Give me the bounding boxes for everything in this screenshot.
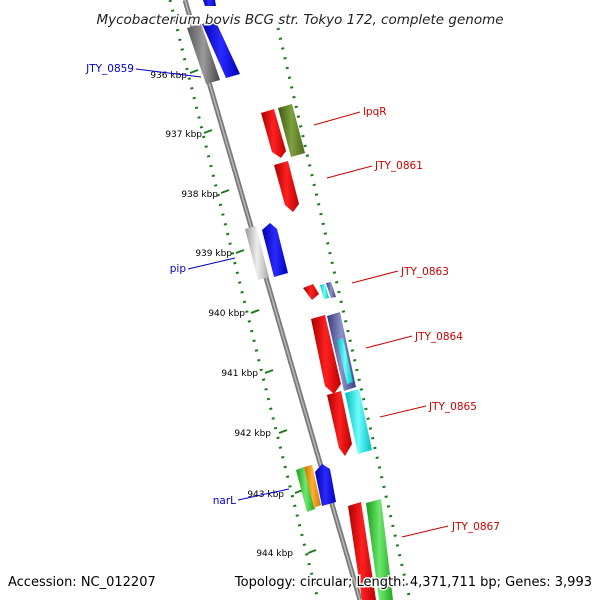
tick-mark bbox=[189, 69, 199, 74]
gene-arrow bbox=[311, 315, 341, 394]
gene-label-JTY_0859[interactable]: JTY_0859 bbox=[85, 63, 134, 75]
gene-JTY_0867[interactable] bbox=[348, 499, 393, 600]
tick-label-943: 943 kbp bbox=[247, 490, 284, 500]
tick-mark bbox=[235, 249, 245, 254]
tick-mark bbox=[264, 369, 274, 374]
tick-mark bbox=[203, 129, 213, 134]
gene-lpqR[interactable] bbox=[261, 104, 305, 158]
gene-JTY_0864[interactable] bbox=[311, 312, 356, 394]
callout-line bbox=[365, 335, 413, 349]
gene-pip[interactable] bbox=[245, 223, 288, 280]
tick-label-941: 941 kbp bbox=[221, 369, 258, 379]
gene-label-JTY_0865[interactable]: JTY_0865 bbox=[428, 401, 477, 413]
gene-block bbox=[345, 389, 372, 454]
tick-label-940: 940 kbp bbox=[208, 309, 245, 319]
callout-line bbox=[326, 165, 373, 179]
gene-block bbox=[348, 502, 376, 600]
gene-arrow bbox=[261, 109, 286, 158]
gene-block bbox=[278, 104, 305, 157]
gene-block bbox=[337, 338, 353, 384]
gene-label-callouts bbox=[135, 68, 449, 538]
callout-line bbox=[135, 68, 202, 78]
map-title: Mycobacterium bovis BCG str. Tokyo 172, … bbox=[96, 12, 503, 28]
gene-arrow bbox=[315, 464, 336, 506]
callout-line bbox=[379, 405, 427, 418]
forward-strand-guide bbox=[276, 27, 412, 600]
gene-label-JTY_0864[interactable]: JTY_0864 bbox=[414, 331, 463, 343]
gene-label-JTY_0867[interactable]: JTY_0867 bbox=[451, 521, 500, 533]
tick-label-942: 942 kbp bbox=[234, 429, 271, 439]
tick-mark bbox=[307, 549, 317, 554]
callout-line bbox=[351, 270, 399, 284]
callout-line bbox=[401, 525, 449, 538]
gene-block bbox=[203, 0, 216, 6]
gene-block bbox=[326, 282, 336, 298]
gene-block bbox=[202, 20, 240, 78]
gene-arrow bbox=[262, 223, 288, 277]
gene-label-JTY_0863[interactable]: JTY_0863 bbox=[400, 266, 449, 278]
gene-JTY_0859[interactable] bbox=[187, 0, 240, 84]
callout-line bbox=[187, 257, 236, 270]
tick-label-937: 937 kbp bbox=[165, 130, 202, 140]
tick-mark bbox=[278, 429, 288, 434]
gene-narL[interactable] bbox=[296, 464, 336, 512]
kbp-tick-labels: 936 kbp 937 kbp 938 kbp 939 kbp 940 kbp … bbox=[150, 71, 293, 559]
gene-labels: JTY_0859 lpqR JTY_0861 pip JTY_0863 JTY_… bbox=[85, 63, 500, 533]
tick-label-939: 939 kbp bbox=[195, 249, 232, 259]
gene-JTY_0865[interactable] bbox=[327, 389, 372, 456]
gene-arrow bbox=[245, 226, 269, 280]
gene-block bbox=[366, 499, 393, 600]
tick-mark bbox=[220, 189, 230, 194]
gene-arrow bbox=[274, 161, 299, 212]
tick-mark bbox=[250, 309, 260, 314]
gene-label-JTY_0861[interactable]: JTY_0861 bbox=[374, 160, 423, 172]
gene-label-pip[interactable]: pip bbox=[170, 263, 187, 275]
gene-block bbox=[296, 467, 315, 512]
callout-line bbox=[313, 111, 361, 126]
gene-arrow bbox=[303, 284, 319, 300]
accession-text: Accession: NC_012207 bbox=[8, 575, 156, 590]
gene-block bbox=[304, 465, 321, 508]
gene-block bbox=[320, 284, 329, 299]
kbp-ticks bbox=[189, 69, 317, 554]
tick-label-938: 938 kbp bbox=[181, 190, 218, 200]
gene-label-narL[interactable]: narL bbox=[213, 495, 236, 507]
tick-label-936: 936 kbp bbox=[150, 71, 187, 81]
gene-arrow bbox=[327, 391, 352, 456]
callout-line bbox=[237, 488, 290, 501]
gene-JTY_0863[interactable] bbox=[303, 282, 336, 300]
gene-label-lpqR[interactable]: lpqR bbox=[363, 106, 387, 118]
gene-block bbox=[187, 24, 220, 84]
genome-summary-text: Topology: circular; Length: 4,371,711 bp… bbox=[234, 575, 592, 590]
tick-label-944: 944 kbp bbox=[256, 549, 293, 559]
gene-JTY_0861[interactable] bbox=[274, 161, 299, 212]
genome-backbone-highlight bbox=[184, 0, 361, 600]
reverse-strand-guide bbox=[168, 0, 320, 600]
